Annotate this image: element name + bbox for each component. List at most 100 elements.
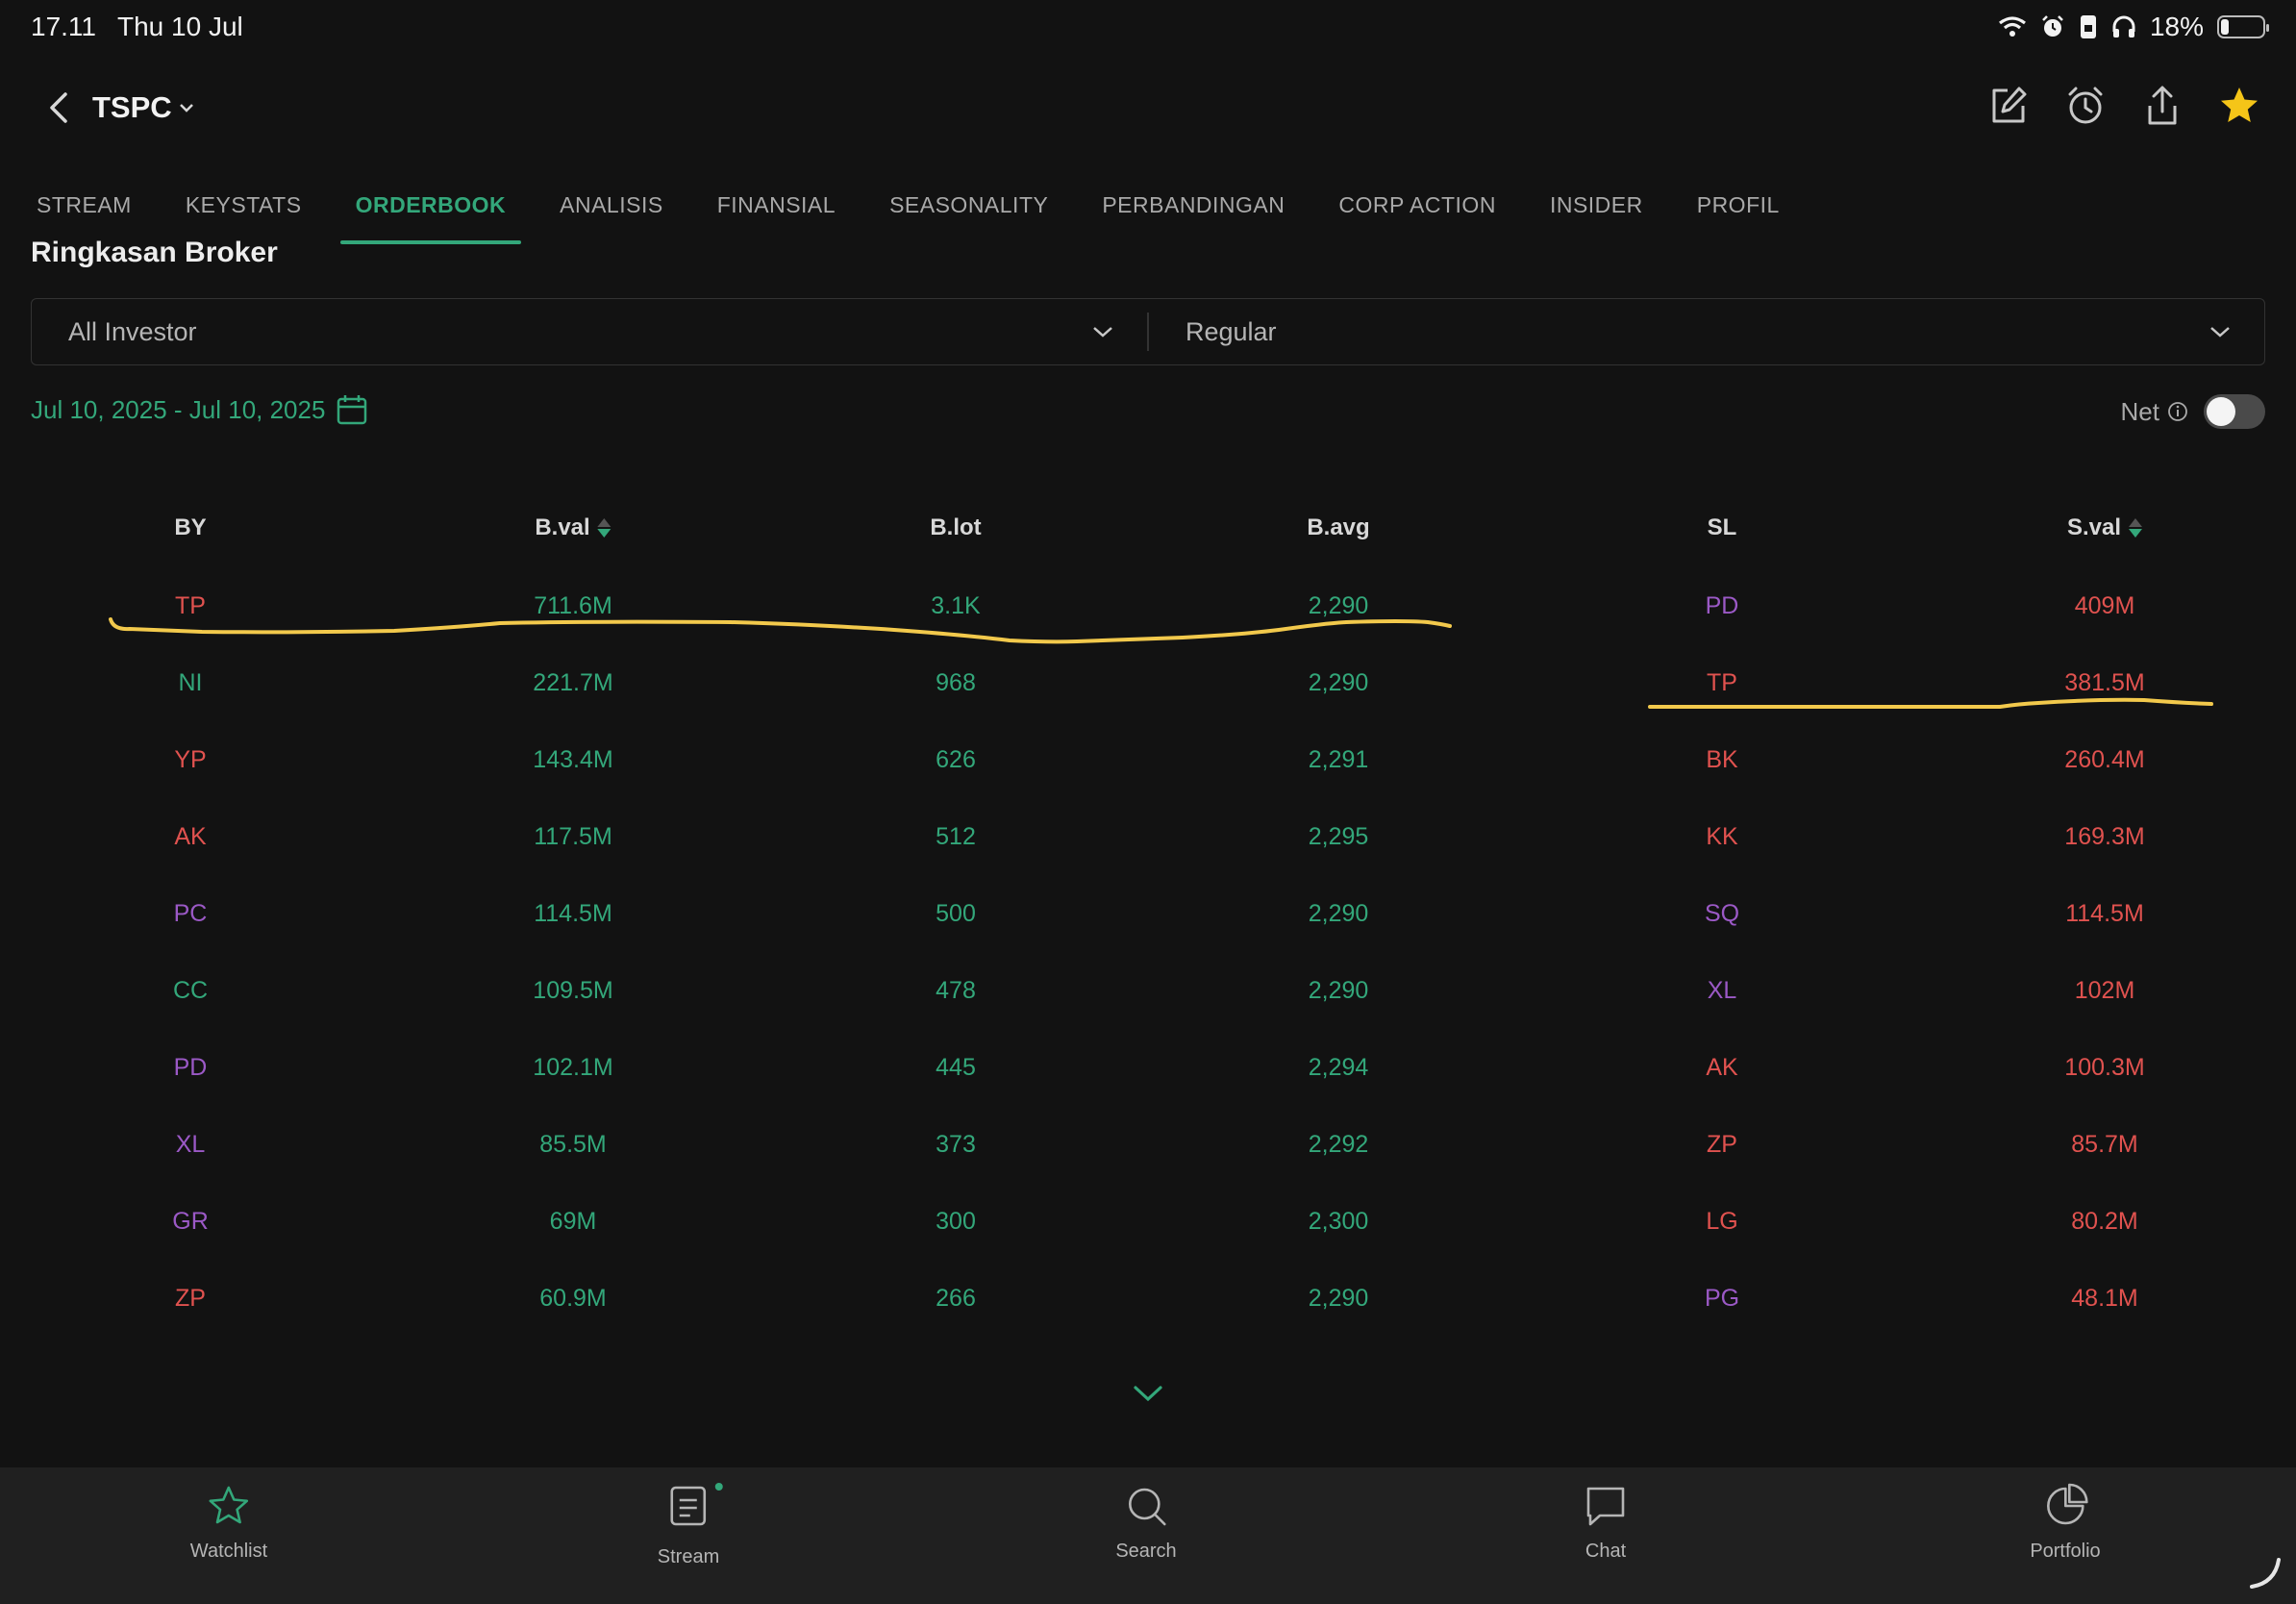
broker-code-buy[interactable]: TP <box>175 592 206 619</box>
tab-orderbook[interactable]: ORDERBOOK <box>339 188 522 244</box>
col-header-sl: SL <box>1708 514 1737 541</box>
sell-value: 80.2M <box>2071 1208 2138 1235</box>
sell-value: 85.7M <box>2071 1131 2138 1158</box>
tab-corp-action[interactable]: CORP ACTION <box>1338 192 1496 217</box>
col-header-bval[interactable]: B.val <box>535 514 611 541</box>
buy-average: 2,290 <box>1308 592 1369 619</box>
buy-value: 114.5M <box>534 900 612 927</box>
tab-insider[interactable]: INSIDER <box>1549 192 1643 217</box>
net-toggle[interactable] <box>2204 394 2265 429</box>
ticker-selector[interactable]: TSPC <box>92 90 195 125</box>
broker-code-sell[interactable]: BK <box>1706 746 1738 773</box>
sort-icon <box>597 518 611 538</box>
star-favorite-icon[interactable] <box>2219 85 2259 127</box>
broker-code-sell[interactable]: SQ <box>1704 900 1740 927</box>
buy-value: 69M <box>549 1208 597 1235</box>
edit-icon[interactable] <box>1988 85 2029 127</box>
tab-profil[interactable]: PROFIL <box>1696 192 1780 217</box>
buy-value: 143.4M <box>533 746 613 773</box>
nav-label: Watchlist <box>189 1541 268 1562</box>
col-header-bavg: B.avg <box>1307 514 1369 541</box>
nav-chat[interactable]: Chat <box>1583 1483 1629 1563</box>
investor-filter-value: All Investor <box>68 316 197 346</box>
filter-divider <box>1147 313 1149 351</box>
broker-code-sell[interactable]: ZP <box>1707 1131 1737 1158</box>
buy-average: 2,300 <box>1308 1208 1369 1235</box>
nav-portfolio[interactable]: Portfolio <box>2030 1483 2101 1563</box>
tab-perbandingan[interactable]: PERBANDINGAN <box>1102 192 1285 217</box>
highlight-stroke-sell-tp <box>1648 697 2213 709</box>
buy-lot: 968 <box>936 669 976 696</box>
sell-value: 48.1M <box>2071 1285 2138 1312</box>
buy-average: 2,290 <box>1308 1285 1369 1312</box>
chevron-down-icon <box>2210 327 2230 338</box>
buy-lot: 626 <box>936 746 976 773</box>
buy-average: 2,290 <box>1308 977 1369 1004</box>
date-range-picker[interactable]: Jul 10, 2025 - Jul 10, 2025 <box>31 394 367 425</box>
buy-value: 117.5M <box>534 823 612 850</box>
tab-analisis[interactable]: ANALISIS <box>560 192 663 217</box>
broker-code-sell[interactable]: AK <box>1706 1054 1738 1081</box>
notification-dot <box>715 1483 723 1491</box>
broker-code-buy[interactable]: ZP <box>175 1285 206 1312</box>
info-icon[interactable] <box>2167 401 2188 422</box>
resize-handle-icon[interactable] <box>2246 1554 2284 1592</box>
buy-lot: 500 <box>936 900 976 927</box>
sell-value: 409M <box>2074 592 2135 619</box>
broker-code-buy[interactable]: YP <box>174 746 207 773</box>
buy-value: 711.6M <box>534 592 612 619</box>
chevron-down-icon <box>179 104 193 113</box>
broker-code-buy[interactable]: CC <box>172 977 209 1004</box>
nav-search[interactable]: Search <box>1115 1483 1177 1563</box>
tab-finansial[interactable]: FINANSIAL <box>716 192 836 217</box>
broker-code-buy[interactable]: PC <box>173 900 208 927</box>
buy-value: 60.9M <box>539 1285 607 1312</box>
nav-label: Chat <box>1585 1541 1627 1562</box>
buy-lot: 478 <box>936 977 976 1004</box>
sell-value: 114.5M <box>2065 900 2144 927</box>
broker-code-buy[interactable]: NI <box>178 669 203 696</box>
broker-code-sell[interactable]: PD <box>1705 592 1739 619</box>
sell-value: 100.3M <box>2064 1054 2145 1081</box>
section-title: Ringkasan Broker <box>31 237 278 268</box>
header-label: BY <box>174 514 207 540</box>
col-header-sval[interactable]: S.val <box>2067 514 2143 541</box>
broker-code-sell[interactable]: PG <box>1704 1285 1740 1312</box>
tab-stream[interactable]: STREAM <box>37 192 132 217</box>
nav-watchlist[interactable]: Watchlist <box>190 1483 267 1563</box>
calendar-icon <box>337 395 367 425</box>
market-filter-value: Regular <box>1185 316 1277 346</box>
broker-code-buy[interactable]: XL <box>175 1131 206 1158</box>
buy-lot: 3.1K <box>931 592 981 619</box>
highlight-stroke-buy-tp <box>109 617 1452 644</box>
expand-more-icon[interactable] <box>1130 1381 1166 1406</box>
col-header-blot: B.lot <box>930 514 981 541</box>
broker-code-buy[interactable]: GR <box>172 1208 209 1235</box>
header-label: B.val <box>535 514 590 540</box>
buy-average: 2,294 <box>1308 1054 1369 1081</box>
broker-code-sell[interactable]: LG <box>1706 1208 1738 1235</box>
broker-code-buy[interactable]: AK <box>174 823 207 850</box>
back-arrow-icon[interactable] <box>42 88 77 127</box>
headphones-icon <box>2112 15 2135 38</box>
broker-code-sell[interactable]: TP <box>1707 669 1737 696</box>
buy-value: 85.5M <box>539 1131 607 1158</box>
broker-code-sell[interactable]: KK <box>1706 823 1738 850</box>
battery-percent: 18% <box>2149 12 2204 41</box>
sell-value: 102M <box>2074 977 2135 1004</box>
buy-lot: 512 <box>936 823 976 850</box>
tab-keystats[interactable]: KEYSTATS <box>185 192 302 217</box>
broker-code-sell[interactable]: XL <box>1707 977 1737 1004</box>
sell-value: 169.3M <box>2064 823 2145 850</box>
tab-seasonality[interactable]: SEASONALITY <box>889 192 1049 217</box>
share-icon[interactable] <box>2142 85 2183 127</box>
lock-rotation-icon <box>2080 15 2096 38</box>
header-label: SL <box>1707 514 1737 540</box>
market-filter-dropdown[interactable]: Regular <box>1149 299 2264 364</box>
alarm-clock-icon[interactable] <box>2065 85 2106 127</box>
broker-code-buy[interactable]: PD <box>173 1054 208 1081</box>
nav-stream[interactable]: Stream <box>658 1483 723 1568</box>
investor-filter-dropdown[interactable]: All Investor <box>32 299 1147 364</box>
sort-icon <box>2129 518 2143 538</box>
status-bar-left: 17.11 Thu 10 Jul <box>31 12 243 42</box>
